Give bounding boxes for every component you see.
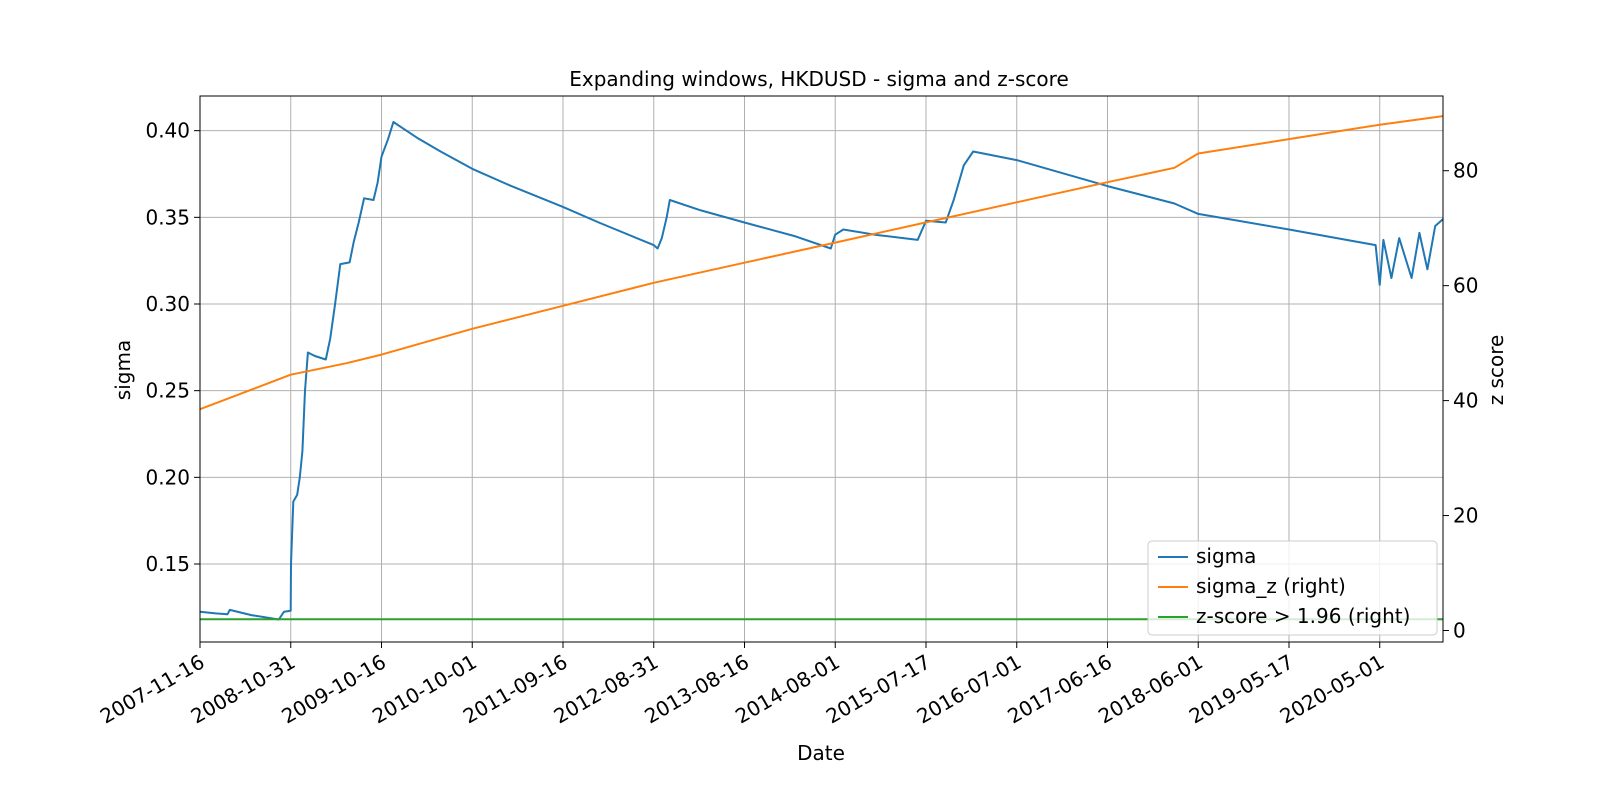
y-right-tick-label: 20 [1453,504,1478,528]
chart-title: Expanding windows, HKDUSD - sigma and z-… [569,67,1069,91]
legend-box [1147,540,1438,636]
y-tick-label: 0.40 [145,119,190,143]
legend-label-0: sigma [1196,544,1256,568]
legend-label-2: z-score > 1.96 (right) [1196,604,1410,628]
y-tick-label: 0.15 [145,552,190,576]
x-tick-label: 2020-05-01 [1276,650,1389,729]
legend-label-1: sigma_z (right) [1196,574,1346,598]
y-axis-right: 0 20 40 60 80 [1443,159,1478,643]
y-axis-left: 0.15 0.20 0.25 0.30 0.35 0.40 [145,119,200,576]
y-tick-label: 0.25 [145,379,190,403]
y-axis-label: sigma [111,340,135,400]
y-axis-right-label: z score [1484,335,1508,406]
y-tick-label: 0.20 [145,465,190,489]
legend: sigma sigma_z (right) z-score > 1.96 (righ… [1147,540,1438,636]
y-right-tick-label: 40 [1453,389,1478,413]
series-line-0 [199,121,1444,621]
plot-frame [199,95,1444,643]
x-axis: 2007-11-162008-10-312009-10-162010-10-01… [96,642,1388,728]
y-right-tick-label: 60 [1453,274,1478,298]
y-right-tick-label: 0 [1453,619,1466,643]
x-axis-label: Date [797,741,845,765]
y-tick-label: 0.35 [145,205,190,229]
series-line-1 [199,115,1444,411]
y-tick-label: 0.30 [145,292,190,316]
y-right-tick-label: 80 [1453,159,1478,183]
